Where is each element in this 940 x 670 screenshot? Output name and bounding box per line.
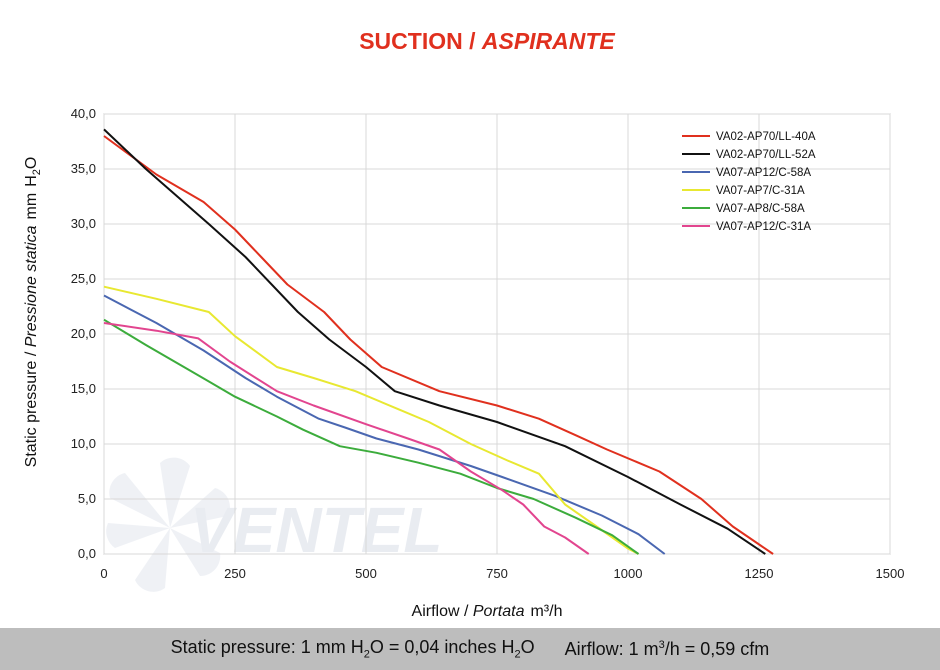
footer-pressure-conversion: Static pressure: 1 mm H2O = 0,04 inches …: [170, 637, 535, 661]
y-axis-label-unit-c: O: [23, 157, 40, 169]
legend-entry: VA07-AP8/C-58A: [716, 203, 805, 215]
x-tick-label: 750: [486, 566, 508, 581]
x-axis-label-unit: m³/h: [530, 603, 562, 620]
x-axis-label: Airflow / Portata m³/h: [412, 603, 563, 620]
legend-entry: VA07-AP12/C-58A: [716, 167, 811, 179]
legend-entry: VA02-AP70/LL-52A: [716, 149, 816, 161]
legend-entry: VA07-AP7/C-31A: [716, 185, 805, 197]
series-line-5: [103, 318, 640, 555]
y-axis-label-unit-sub: 2: [31, 169, 43, 175]
chart: SUCTION / ASPIRANTE VENTEL 0,0 5,0 10,0 15,…: [23, 28, 905, 620]
y-tick-label: 35,0: [71, 161, 96, 176]
y-axis-label-plain: Static pressure: [23, 361, 40, 468]
x-tick-label: 0: [100, 566, 107, 581]
y-axis-label-sep: /: [23, 347, 40, 360]
x-axis-label-plain: Airflow: [412, 603, 460, 620]
axes: 0,0 5,0 10,0 15,0 20,0 25,0 30,0 35,0 40,0 0 250 50…: [71, 106, 905, 581]
series-lines: [103, 128, 774, 555]
x-tick-label: 1500: [876, 566, 905, 581]
y-axis-label-unit-a: mm: [23, 193, 40, 220]
y-tick-label: 5,0: [78, 491, 96, 506]
x-tick-label: 500: [355, 566, 377, 581]
legend-entry: VA02-AP70/LL-40A: [716, 131, 816, 143]
chart-title-italic: ASPIRANTE: [481, 28, 616, 54]
chart-title-sep: /: [463, 28, 482, 54]
y-axis-label-italic: Pressione statica: [23, 225, 40, 347]
series-line-4: [103, 285, 639, 555]
x-tick-label: 1250: [745, 566, 774, 581]
y-tick-label: 0,0: [78, 546, 96, 561]
y-axis-label-unit-b: H: [23, 175, 40, 187]
watermark-logo: VENTEL: [106, 457, 442, 592]
series-line-3: [103, 294, 666, 555]
y-tick-label: 25,0: [71, 271, 96, 286]
series-line-2: [103, 128, 766, 555]
x-axis-label-italic: Portata: [473, 603, 525, 620]
series-line-1: [103, 135, 774, 555]
series-line-6: [103, 322, 590, 555]
y-tick-label: 15,0: [71, 381, 96, 396]
x-tick-label: 250: [224, 566, 246, 581]
footer-conversions: Static pressure: 1 mm H2O = 0,04 inches …: [0, 628, 940, 670]
chart-title-main: SUCTION: [359, 28, 463, 54]
y-tick-label: 20,0: [71, 326, 96, 341]
footer-airflow-conversion: Airflow: 1 m3/h = 0,59 cfm: [564, 638, 770, 659]
y-tick-label: 30,0: [71, 216, 96, 231]
y-tick-label: 40,0: [71, 106, 96, 121]
legend: VA02-AP70/LL-40A VA02-AP70/LL-52A VA07-AP1…: [682, 131, 816, 233]
chart-title: SUCTION / ASPIRANTE: [359, 28, 615, 54]
watermark-text: VENTEL: [190, 494, 442, 566]
x-tick-label: 1000: [614, 566, 643, 581]
x-axis-label-sep: /: [460, 603, 473, 620]
legend-entry: VA07-AP12/C-31A: [716, 221, 811, 233]
y-axis-label: Static pressure / Pressione statica mm H2O: [23, 157, 43, 468]
y-tick-label: 10,0: [71, 436, 96, 451]
grid: [103, 113, 891, 555]
